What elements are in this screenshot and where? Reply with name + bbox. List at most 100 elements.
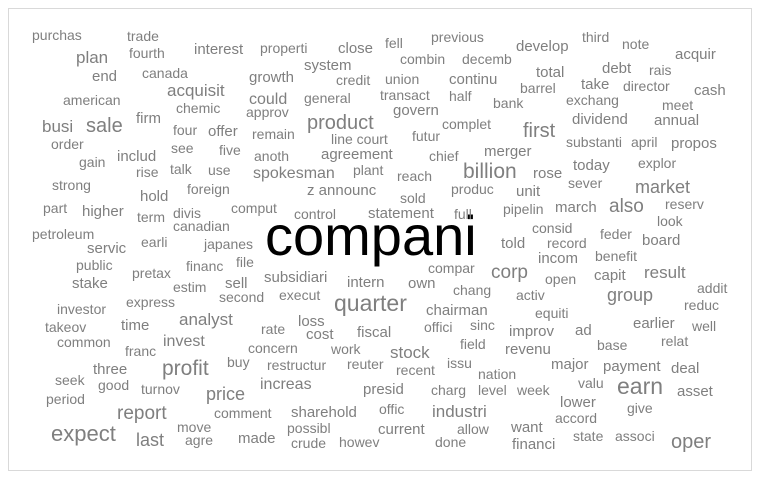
word-includ: includ — [117, 148, 156, 165]
word-reserv: reserv — [665, 196, 704, 212]
word-howev: howev — [339, 434, 379, 450]
word-debt: debt — [602, 60, 632, 77]
word-allow: allow — [457, 421, 490, 437]
word-agreement: agreement — [321, 146, 394, 163]
word-busi: busi — [42, 117, 73, 136]
word-part: part — [43, 200, 67, 216]
word-reduc: reduc — [684, 297, 719, 313]
word-field: field — [460, 336, 486, 352]
word-stake: stake — [72, 275, 108, 292]
word-possibl: possibl — [287, 420, 331, 436]
word-sever: sever — [568, 175, 603, 191]
word-approv: approv — [246, 104, 289, 120]
word-ad: ad — [575, 322, 592, 339]
word-execut: execut — [279, 287, 320, 303]
word-intern: intern — [347, 274, 385, 291]
word-growth: growth — [249, 69, 294, 86]
word-recent: recent — [396, 362, 435, 378]
word-price: price — [206, 384, 245, 404]
word-hold: hold — [140, 188, 168, 205]
word-offer: offer — [208, 123, 238, 140]
word-director: director — [623, 78, 670, 94]
word-give: give — [627, 400, 653, 416]
word-turnov: turnov — [141, 381, 180, 397]
word-bank: bank — [493, 95, 524, 111]
word-control: control — [294, 206, 336, 222]
word-stock: stock — [390, 343, 430, 362]
word-american: american — [63, 92, 121, 108]
word-loss: loss — [298, 313, 325, 330]
word-period: period — [46, 391, 85, 407]
word-propos: propos — [671, 135, 717, 152]
word-chemic: chemic — [176, 100, 220, 116]
word-revenu: revenu — [505, 341, 551, 358]
word-explor: explor — [638, 155, 676, 171]
word-own: own — [408, 275, 436, 292]
word-feder: feder — [600, 226, 632, 242]
word-rose: rose — [533, 165, 562, 182]
word-oper: oper — [671, 431, 711, 453]
word-unit: unit — [516, 183, 541, 200]
word-sale: sale — [86, 115, 123, 137]
word-takeov: takeov — [45, 319, 86, 335]
word-reach: reach — [397, 168, 432, 184]
word-current: current — [378, 421, 426, 438]
word-dividend: dividend — [572, 111, 628, 128]
word-acquir: acquir — [675, 46, 716, 63]
word-could: could — [249, 91, 287, 108]
word-increas: increas — [260, 376, 312, 393]
word-spokesman: spokesman — [253, 165, 335, 182]
word-strong: strong — [52, 177, 91, 193]
word-issu: issu — [447, 355, 472, 371]
word-meet: meet — [662, 97, 693, 113]
word-subsidiari: subsidiari — [264, 269, 327, 286]
word-properti: properti — [260, 40, 307, 56]
word-rate: rate — [261, 321, 285, 337]
word-note: note — [622, 36, 649, 52]
word-previous: previous — [431, 29, 484, 45]
word-firm: firm — [136, 110, 161, 127]
word-gain: gain — [79, 154, 105, 170]
word-record: record — [547, 235, 587, 251]
word-restructur: restructur — [267, 357, 326, 373]
word-file: file — [236, 254, 254, 270]
word-express: express — [126, 294, 175, 310]
word-z-announc: z announc — [307, 182, 377, 199]
word-time: time — [121, 317, 149, 334]
word-board: board — [642, 232, 680, 249]
word-three: three — [93, 361, 127, 378]
word-canada: canada — [142, 65, 188, 81]
word-compar: compar — [428, 260, 475, 276]
word-open: open — [545, 271, 576, 287]
word-trade: trade — [127, 28, 159, 44]
word-sold: sold — [400, 190, 426, 206]
word-remain: remain — [252, 126, 295, 142]
word-capit: capit — [594, 267, 627, 284]
word-asset: asset — [677, 383, 714, 400]
word-order: order — [51, 136, 84, 152]
word-acquisit: acquisit — [167, 81, 225, 100]
word-agre: agre — [185, 432, 213, 448]
word-report: report — [117, 403, 167, 424]
word-pretax: pretax — [132, 265, 171, 281]
word-complet: complet — [442, 116, 491, 132]
word-major: major — [551, 356, 589, 373]
word-four: four — [173, 122, 197, 138]
word-offic: offic — [379, 401, 404, 417]
word-done: done — [435, 434, 466, 450]
word-substanti: substanti — [566, 134, 622, 150]
word-market: market — [635, 177, 690, 197]
word-rais: rais — [649, 62, 672, 78]
word-concern: concern — [248, 340, 298, 356]
word-pipelin: pipelin — [503, 201, 543, 217]
word-addit: addit — [697, 280, 727, 296]
word-foreign: foreign — [187, 181, 230, 197]
word-nation: nation — [478, 366, 516, 382]
word-futur: futur — [412, 128, 440, 144]
word-full: full — [454, 206, 472, 222]
word-group: group — [607, 285, 653, 305]
word-estim: estim — [173, 279, 206, 295]
word-accord: accord — [555, 410, 597, 426]
word-sell: sell — [225, 275, 248, 292]
